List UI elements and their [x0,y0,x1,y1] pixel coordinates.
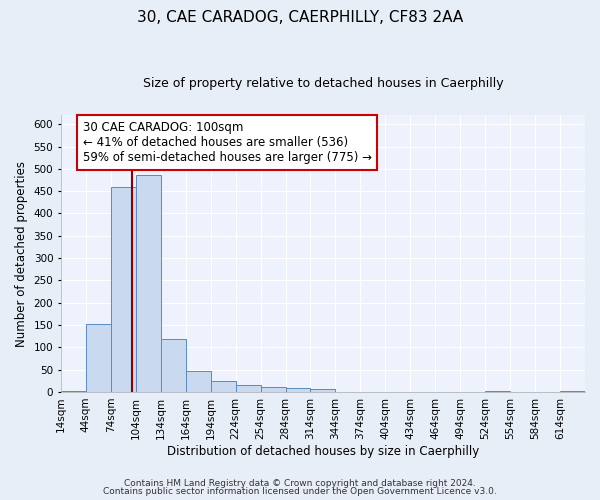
Bar [136,174,161,392]
Bar [310,389,335,392]
Bar [186,371,211,392]
Bar [61,391,86,392]
Bar [260,388,286,392]
Title: Size of property relative to detached houses in Caerphilly: Size of property relative to detached ho… [143,78,503,90]
Y-axis label: Number of detached properties: Number of detached properties [15,160,28,346]
Bar [236,386,260,392]
Text: 30 CAE CARADOG: 100sqm
← 41% of detached houses are smaller (536)
59% of semi-de: 30 CAE CARADOG: 100sqm ← 41% of detached… [83,121,371,164]
Bar [111,187,136,392]
Bar [286,388,310,392]
Bar [485,391,510,392]
Text: Contains HM Land Registry data © Crown copyright and database right 2024.: Contains HM Land Registry data © Crown c… [124,478,476,488]
Text: 30, CAE CARADOG, CAERPHILLY, CF83 2AA: 30, CAE CARADOG, CAERPHILLY, CF83 2AA [137,10,463,25]
X-axis label: Distribution of detached houses by size in Caerphilly: Distribution of detached houses by size … [167,444,479,458]
Bar [161,340,186,392]
Bar [560,391,585,392]
Bar [211,381,236,392]
Text: Contains public sector information licensed under the Open Government Licence v3: Contains public sector information licen… [103,487,497,496]
Bar [86,324,111,392]
